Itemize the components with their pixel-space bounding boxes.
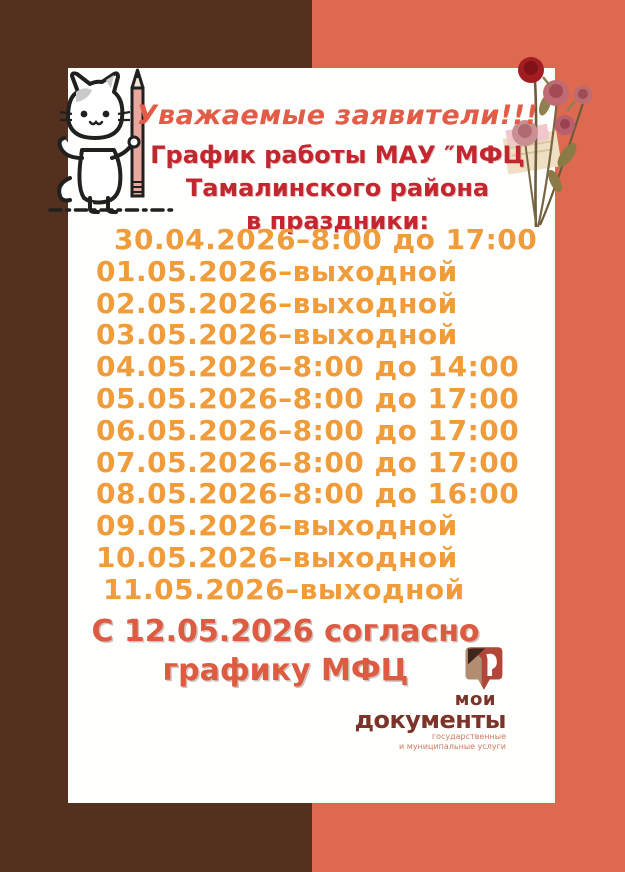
- logo-tagline-2: и муниципальные услуги: [399, 742, 506, 751]
- schedule-line: 09.05.2026–выходной: [96, 509, 458, 543]
- cat-icon: [57, 71, 141, 214]
- schedule-line: 11.05.2026–выходной: [103, 572, 465, 606]
- roses-icon: [502, 57, 592, 228]
- footer-line-1: С 12.05.2026 согласно: [91, 614, 480, 649]
- holiday-schedule-list: 30.04.2026–8:00 до 17:00 01.05.2026–выхо…: [96, 224, 546, 606]
- schedule-line: 10.05.2026–выходной: [96, 540, 458, 574]
- schedule-line: 06.05.2026–8:00 до 17:00: [96, 413, 520, 447]
- poster-header: Уважаемые заявители!!! График работы МАУ…: [135, 100, 540, 238]
- cat-pencil-illustration: [48, 66, 174, 218]
- footer-line-2: графику МФЦ: [162, 653, 409, 688]
- schedule-line: 02.05.2026–выходной: [96, 286, 458, 320]
- schedule-line: 30.04.2026–8:00 до 17:00: [114, 223, 538, 256]
- logo-tagline-1: государственные: [431, 732, 506, 741]
- dried-roses-bouquet: [495, 53, 611, 241]
- schedule-line: 05.05.2026–8:00 до 17:00: [96, 381, 520, 415]
- cat-with-pencil-icon: [48, 68, 174, 214]
- schedule-line: 04.05.2026–8:00 до 14:00: [96, 350, 520, 384]
- heading-line-2: Тамалинского района: [185, 174, 490, 202]
- logo-word-dokumenty: документы: [354, 706, 507, 734]
- logo-word-moi: мои: [454, 689, 496, 710]
- schedule-line: 08.05.2026–8:00 до 16:00: [96, 477, 520, 511]
- my-documents-logo: мои документы государственные и муниципа…: [355, 645, 507, 752]
- heading-line-1: График работы МАУ ″МФЦ: [150, 141, 525, 169]
- schedule-line: 01.05.2026–выходной: [96, 254, 458, 288]
- schedule-line: 03.05.2026–выходной: [96, 318, 458, 352]
- announcement-card: [68, 68, 555, 803]
- footer-note: С 12.05.2026 согласно графику МФЦ: [78, 612, 493, 690]
- my-documents-shield-icon: [465, 647, 503, 690]
- schedule-line: 07.05.2026–8:00 до 17:00: [96, 445, 520, 479]
- poster-title: Уважаемые заявители!!!: [136, 100, 539, 131]
- heading-line-3: в праздники:: [246, 207, 429, 235]
